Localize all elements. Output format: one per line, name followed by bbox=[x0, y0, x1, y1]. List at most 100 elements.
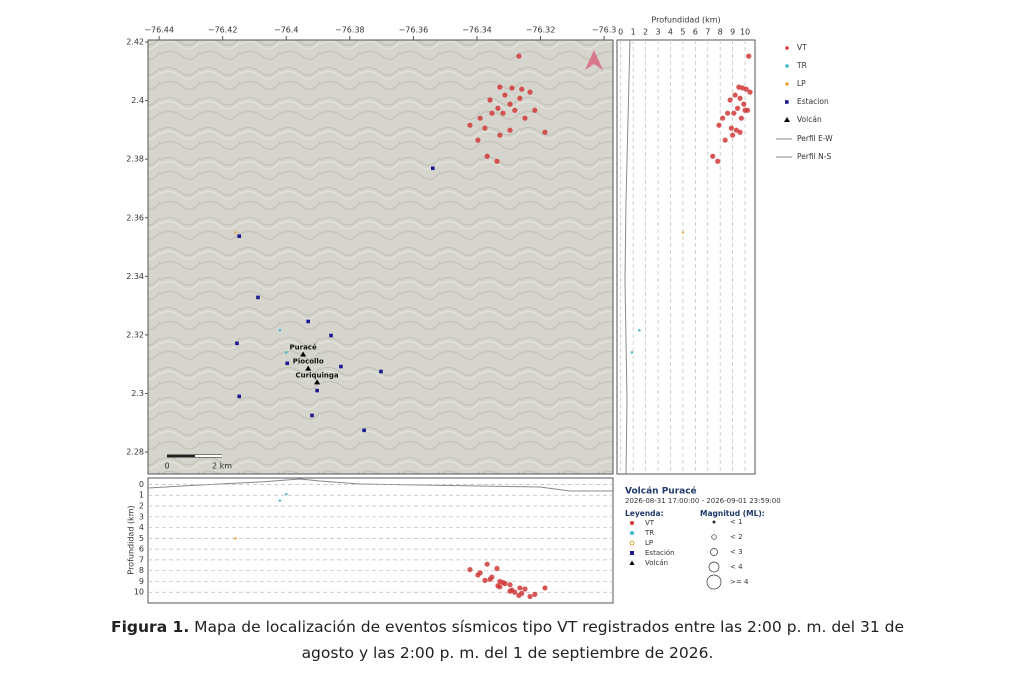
event bbox=[494, 158, 500, 164]
volcano-label: Curiquinga bbox=[296, 371, 339, 379]
event bbox=[519, 86, 525, 92]
info-legend-label: TR bbox=[644, 529, 654, 537]
info-legend-label: VT bbox=[645, 519, 655, 527]
legend-symbol bbox=[785, 46, 789, 50]
event-ns bbox=[681, 231, 685, 234]
x-tick-label: −76.3 bbox=[592, 26, 617, 35]
magnitude-title: Magnitud (ML): bbox=[700, 509, 765, 518]
scale-label: 2 km bbox=[212, 462, 232, 471]
event-ns bbox=[630, 351, 634, 354]
event-ew bbox=[519, 590, 525, 596]
legend-symbol bbox=[785, 64, 789, 68]
magnitude-label: < 3 bbox=[730, 548, 743, 556]
magnitude-symbol bbox=[706, 574, 722, 590]
ew-tick-label: 5 bbox=[139, 534, 144, 543]
x-tick-label: −76.36 bbox=[399, 26, 429, 35]
ew-tick-label: 2 bbox=[139, 502, 144, 511]
event bbox=[484, 153, 490, 159]
station bbox=[310, 413, 314, 418]
event-ns bbox=[725, 110, 731, 116]
magnitude-symbol bbox=[712, 520, 716, 524]
y-tick-label: 2.32 bbox=[126, 330, 144, 339]
ns-tick-label: 0 bbox=[618, 28, 623, 37]
y-tick-label: 2.38 bbox=[126, 155, 144, 164]
info-symbol bbox=[629, 530, 635, 536]
event-ew bbox=[497, 578, 503, 585]
x-tick-label: −76.42 bbox=[208, 26, 238, 35]
profile-ew bbox=[147, 478, 613, 492]
y-tick-label: 2.36 bbox=[126, 213, 144, 222]
event-ew bbox=[522, 586, 528, 592]
event bbox=[495, 105, 501, 111]
station bbox=[306, 319, 310, 324]
ew-tick-label: 8 bbox=[139, 566, 144, 575]
station bbox=[256, 295, 260, 300]
ns-axis-title: Profundidad (km) bbox=[651, 16, 720, 25]
ew-panel bbox=[147, 477, 614, 604]
station bbox=[315, 388, 319, 393]
ew-tick-label: 9 bbox=[139, 577, 144, 586]
legend-label: LP bbox=[797, 79, 806, 88]
scale-label: 0 bbox=[164, 462, 169, 471]
magnitude-label: < 1 bbox=[730, 518, 743, 526]
event bbox=[489, 110, 495, 116]
event bbox=[517, 95, 523, 101]
station bbox=[362, 428, 366, 433]
info-title: Volcán Puracé bbox=[625, 486, 697, 497]
event-ns bbox=[722, 137, 728, 143]
event-ns bbox=[710, 153, 716, 159]
event-ew bbox=[482, 577, 488, 583]
ns-tick-label: 7 bbox=[705, 28, 710, 37]
station bbox=[430, 166, 435, 171]
station bbox=[237, 234, 242, 239]
event-ns bbox=[744, 107, 751, 113]
event bbox=[278, 328, 282, 332]
x-tick-label: −76.34 bbox=[462, 26, 492, 35]
volcano-label: Piocollo bbox=[293, 358, 324, 366]
legend-label: Volcán bbox=[797, 115, 822, 124]
legend-label: TR bbox=[796, 61, 807, 70]
event-ns bbox=[716, 122, 722, 128]
ns-tick-label: 8 bbox=[718, 28, 723, 37]
ew-tick-label: 3 bbox=[139, 512, 144, 521]
event-ns bbox=[728, 125, 734, 131]
event-ns bbox=[715, 158, 721, 164]
event bbox=[542, 129, 548, 135]
station bbox=[339, 364, 343, 369]
event bbox=[477, 115, 483, 121]
ns-tick-label: 10 bbox=[740, 28, 750, 37]
ns-tick-label: 2 bbox=[643, 28, 648, 37]
magnitude-symbol bbox=[711, 534, 717, 540]
ew-tick-label: 4 bbox=[139, 523, 144, 532]
event bbox=[475, 137, 481, 143]
caption: Figura 1. Mapa de localización de evento… bbox=[100, 614, 915, 666]
event-ew bbox=[507, 582, 513, 588]
y-tick-label: 2.34 bbox=[126, 272, 144, 281]
event-ns bbox=[730, 132, 736, 138]
legend-symbol bbox=[785, 100, 789, 104]
event bbox=[284, 351, 288, 354]
legend-label: Perfil E-W bbox=[797, 134, 833, 143]
event-ns bbox=[638, 328, 641, 332]
event bbox=[497, 132, 503, 138]
y-tick-label: 2.42 bbox=[126, 38, 144, 47]
legend-label: Estacion bbox=[797, 97, 829, 106]
station bbox=[235, 341, 239, 346]
event-ew bbox=[484, 561, 490, 567]
info-symbol bbox=[629, 540, 635, 546]
event bbox=[507, 127, 513, 133]
event-ew bbox=[527, 593, 533, 600]
event-ew bbox=[507, 588, 513, 594]
magnitude-label: >= 4 bbox=[730, 578, 749, 586]
ns-tick-label: 3 bbox=[655, 28, 660, 37]
info-period: 2026-08-31 17:00:00 - 2026-09-01 23:59:0… bbox=[625, 497, 781, 505]
event bbox=[532, 107, 538, 113]
magnitude-label: < 4 bbox=[730, 563, 743, 571]
map-background bbox=[147, 39, 614, 475]
ew-tick-label: 10 bbox=[134, 588, 144, 597]
x-tick-label: −76.32 bbox=[526, 26, 556, 35]
event-ew bbox=[467, 566, 473, 573]
ew-tick-label: 1 bbox=[139, 491, 144, 500]
event-ew bbox=[542, 585, 548, 591]
